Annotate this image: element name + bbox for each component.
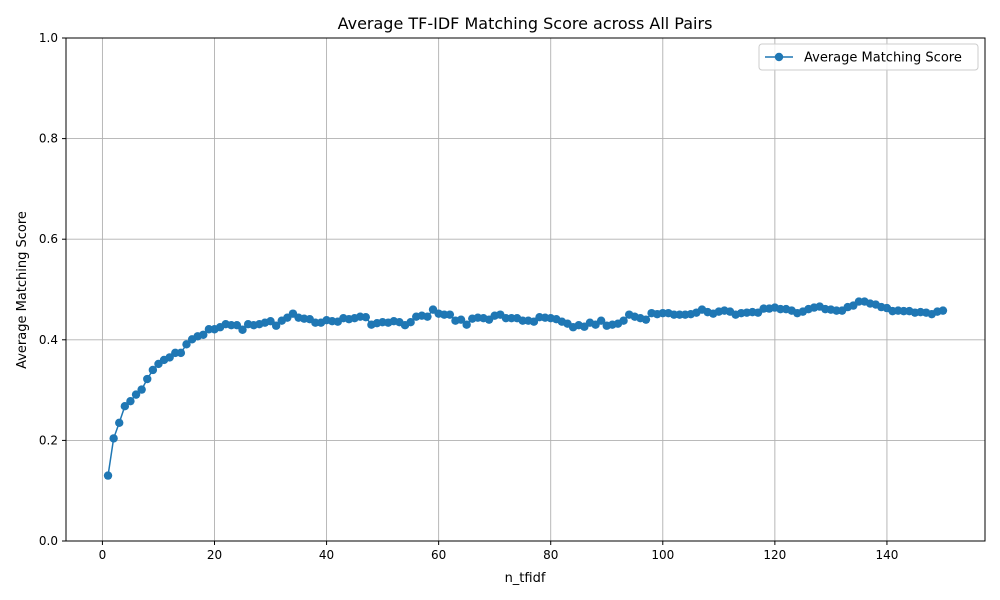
x-tick-label: 40 <box>319 548 334 562</box>
legend-label: Average Matching Score <box>804 51 962 66</box>
data-point <box>103 471 113 480</box>
legend: Average Matching Score <box>758 43 979 71</box>
data-point <box>199 330 208 339</box>
data-point <box>232 321 242 330</box>
x-tick-label: 60 <box>431 548 446 562</box>
data-point <box>271 321 281 330</box>
x-tick-label: 100 <box>651 548 674 562</box>
data-point <box>462 320 471 329</box>
data-point <box>641 315 651 324</box>
x-tick-label: 20 <box>207 548 222 562</box>
y-tick-label: 0.0 <box>39 534 58 548</box>
data-point <box>109 434 118 443</box>
x-tick-label: 140 <box>875 548 898 562</box>
data-point <box>423 312 432 321</box>
data-point <box>137 385 146 394</box>
data-point <box>619 316 628 325</box>
x-tick-label: 80 <box>543 548 558 562</box>
y-tick-label: 0.8 <box>39 132 58 146</box>
plot-frame <box>65 37 986 542</box>
data-point <box>165 353 174 362</box>
data-point <box>143 374 152 384</box>
y-tick-label: 1.0 <box>39 31 58 45</box>
x-axis-label: n_tfidf <box>505 571 546 586</box>
data-point <box>406 317 415 327</box>
data-point <box>361 312 370 322</box>
data-point <box>445 310 455 319</box>
data-point <box>238 325 247 334</box>
chart-title: Average TF-IDF Matching Score across All… <box>338 14 713 33</box>
series-layer <box>103 297 948 480</box>
data-point <box>266 316 275 326</box>
data-point <box>126 396 135 406</box>
legend-box <box>758 43 979 71</box>
x-tick-label: 0 <box>99 548 107 562</box>
y-tick-label: 0.2 <box>39 433 58 447</box>
data-point <box>529 317 539 326</box>
x-axis-ticks: 0 20 40 60 80 100 120 140 <box>99 541 898 562</box>
data-point <box>596 316 606 325</box>
data-point <box>182 340 191 349</box>
y-axis-ticks: 0.0 0.2 0.4 0.6 0.8 1.0 <box>39 31 66 548</box>
x-tick-label: 120 <box>763 548 786 562</box>
data-point <box>938 306 948 315</box>
data-point <box>115 418 124 427</box>
y-tick-label: 0.6 <box>39 232 58 246</box>
data-point <box>176 348 186 358</box>
y-axis-label: Average Matching Score <box>15 211 30 369</box>
data-point <box>131 390 141 399</box>
legend-marker <box>774 52 784 62</box>
data-point <box>456 315 466 324</box>
data-point <box>120 402 130 411</box>
data-point <box>148 365 158 375</box>
y-tick-label: 0.4 <box>39 333 58 347</box>
